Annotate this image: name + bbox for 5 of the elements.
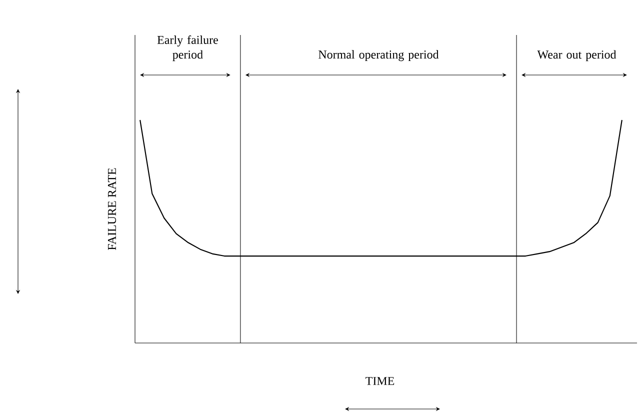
x-axis-title: TIME	[366, 377, 394, 385]
y-axis-title: FAILURE RATE	[108, 168, 116, 250]
text: Normal operating period	[318, 50, 439, 62]
text: Wear out period	[537, 50, 616, 62]
text: Early failure period	[157, 35, 218, 62]
